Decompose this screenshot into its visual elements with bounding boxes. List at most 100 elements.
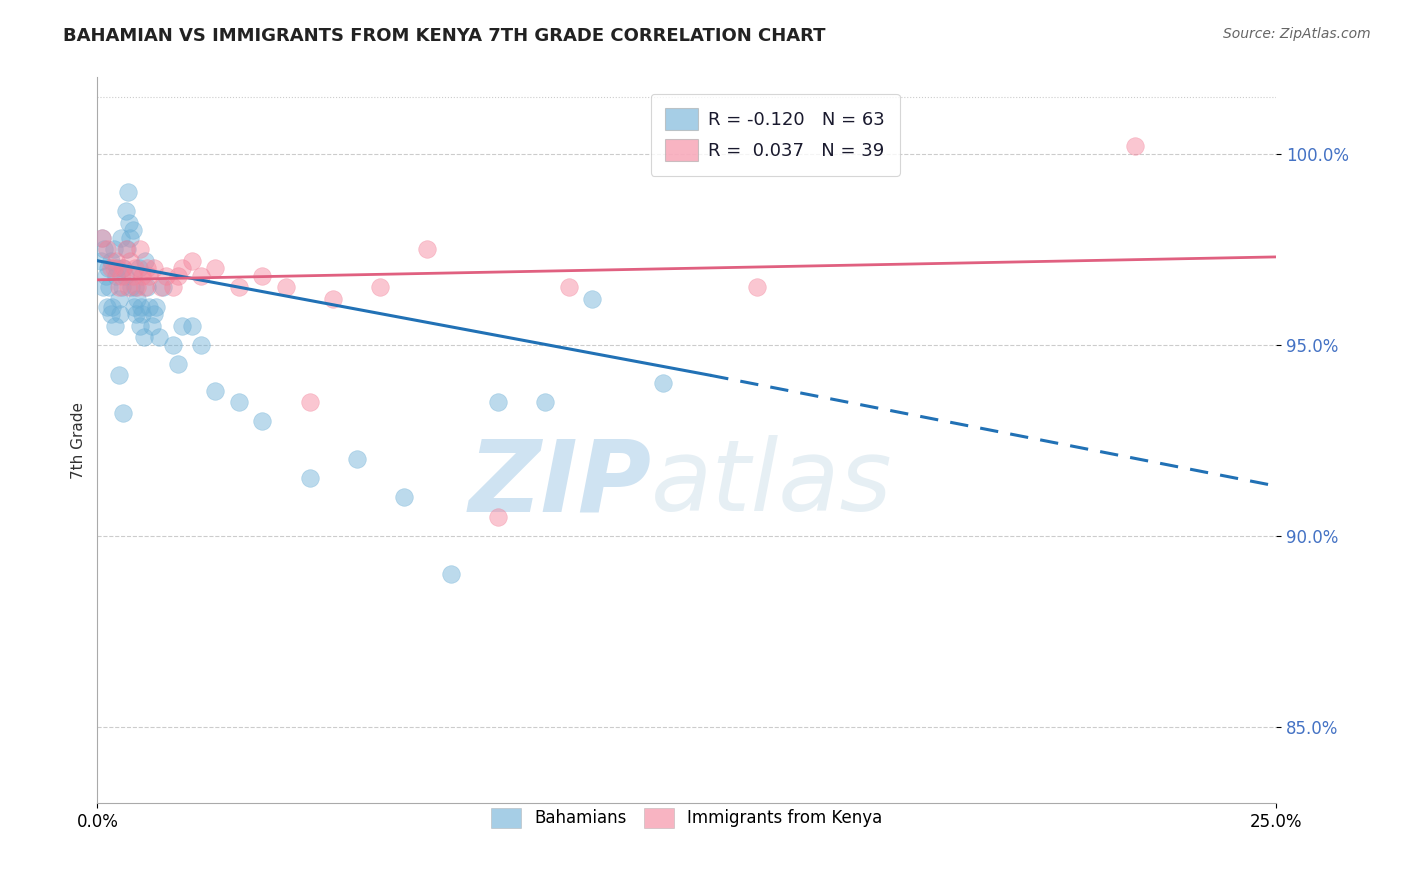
Point [141,318,163,333]
Point [91,231,114,245]
Point [98,280,121,294]
Point [124,280,146,294]
Point [128,261,150,276]
Point [172,318,194,333]
Point [162,280,184,294]
Point [125,307,148,321]
Point [145,300,167,314]
Point [228,395,250,409]
Point [117,185,139,199]
Point [155,268,177,283]
Point [108,307,131,321]
Point [105,261,128,276]
Point [115,242,138,256]
Text: BAHAMIAN VS IMMIGRANTS FROM KENYA 7TH GRADE CORRELATION CHART: BAHAMIAN VS IMMIGRANTS FROM KENYA 7TH GR… [63,27,825,45]
Point [105,268,128,283]
Point [117,280,139,294]
Point [142,261,165,276]
Point [131,268,153,283]
Point [166,268,188,283]
Text: ZIP: ZIP [468,435,651,533]
Point [135,261,157,276]
Point [152,280,174,294]
Point [128,318,150,333]
Point [121,268,143,283]
Point [162,337,184,351]
Point [368,280,391,294]
Point [131,307,153,321]
Point [112,261,135,276]
Point [103,261,125,276]
Point [322,292,344,306]
Point [486,509,509,524]
Point [91,231,114,245]
Point [138,300,160,314]
Point [135,280,157,294]
Point [104,318,127,333]
Point [93,242,115,256]
Point [274,280,297,294]
Point [392,491,415,505]
Point [97,261,120,276]
Point [112,407,135,421]
Point [120,231,142,245]
Point [96,242,118,256]
Point [534,395,557,409]
Point [122,300,145,314]
Point [103,242,125,256]
Point [91,280,114,294]
Point [652,376,675,390]
Text: atlas: atlas [651,435,893,533]
Point [252,414,274,428]
Point [142,307,165,321]
Point [190,268,212,283]
Point [111,280,134,294]
Point [118,215,141,229]
Point [486,395,509,409]
Point [112,261,135,276]
Point [100,307,122,321]
Point [114,242,136,256]
Point [110,231,132,245]
Point [747,280,769,294]
Point [440,566,463,581]
Y-axis label: 7th Grade: 7th Grade [72,401,86,479]
Point [96,300,118,314]
Point [127,292,149,306]
Point [134,280,156,294]
Point [114,268,136,283]
Point [127,280,149,294]
Point [190,337,212,351]
Point [110,268,132,283]
Point [101,300,124,314]
Point [107,280,129,294]
Point [132,330,155,344]
Point [166,357,188,371]
Point [416,242,439,256]
Point [148,330,170,344]
Point [204,261,226,276]
Legend: Bahamians, Immigrants from Kenya: Bahamians, Immigrants from Kenya [485,801,889,835]
Point [121,223,143,237]
Point [128,242,150,256]
Point [134,253,156,268]
Point [129,300,152,314]
Point [180,253,202,268]
Point [120,253,142,268]
Point [107,292,129,306]
Text: Source: ZipAtlas.com: Source: ZipAtlas.com [1223,27,1371,41]
Point [100,261,122,276]
Point [346,452,368,467]
Point [180,318,202,333]
Point [228,280,250,294]
Point [105,253,128,268]
Point [1123,139,1146,153]
Point [100,253,122,268]
Point [94,268,117,283]
Point [298,471,321,485]
Point [90,253,112,268]
Point [114,204,136,219]
Point [107,368,129,383]
Point [298,395,321,409]
Point [204,384,226,398]
